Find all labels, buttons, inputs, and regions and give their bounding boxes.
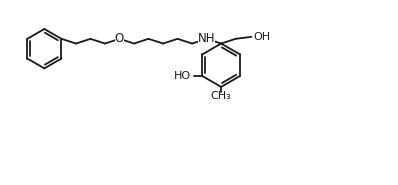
Text: HO: HO [174,71,191,81]
Text: CH₃: CH₃ [211,91,232,101]
Text: NH: NH [198,32,215,45]
Text: OH: OH [254,32,271,42]
Text: O: O [115,32,124,45]
